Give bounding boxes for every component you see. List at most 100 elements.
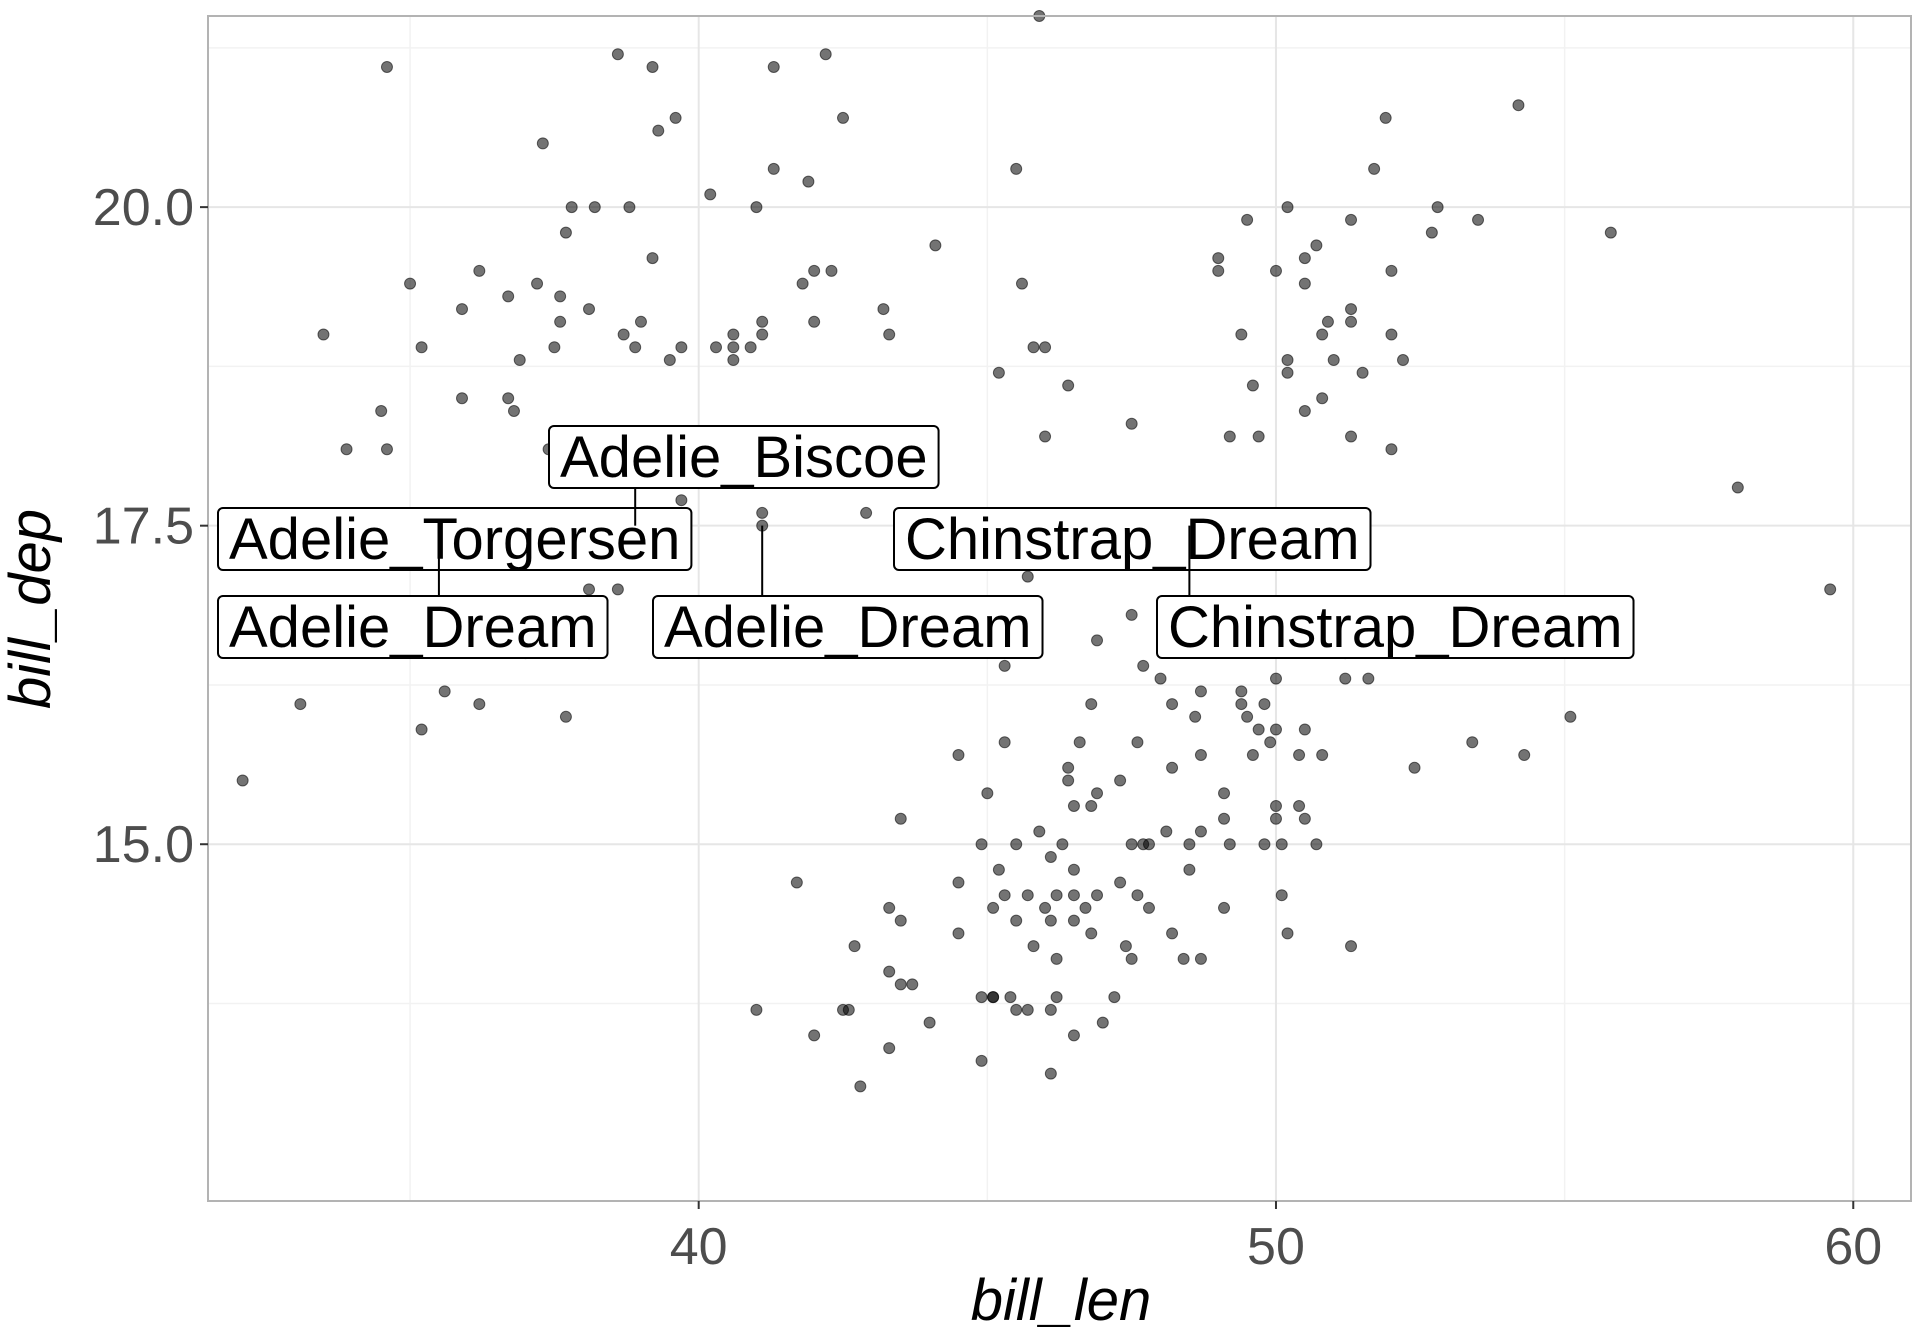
data-point [1062,379,1075,392]
data-point [1125,417,1138,430]
data-point [565,201,578,214]
data-point [1258,698,1271,711]
annotation-box [1156,595,1635,659]
annotation-box [893,507,1372,571]
data-point [663,354,676,367]
data-point [415,341,428,354]
data-point [1385,443,1398,456]
data-point [473,698,486,711]
data-point [1125,952,1138,965]
annotation-label: Chinstrap_Dream [893,507,1372,572]
data-point [1345,430,1358,443]
data-point [1067,1029,1080,1042]
data-point [1050,952,1063,965]
data-point [554,315,567,328]
annotation-box [548,425,940,489]
data-point [513,354,526,367]
data-point [1293,749,1306,762]
data-point [1252,430,1265,443]
data-point [1021,889,1034,902]
data-point [1183,838,1196,851]
data-point [1379,111,1392,124]
data-point [1108,991,1121,1004]
data-point [456,392,469,405]
data-point [1067,800,1080,812]
data-point [1241,710,1254,723]
data-point [675,494,688,507]
data-point [294,698,307,711]
data-point [1731,481,1744,494]
data-point [952,749,965,762]
data-point [1085,698,1098,711]
data-point [1131,889,1144,902]
data-point [559,710,572,723]
data-point [1085,927,1098,940]
data-point [975,1054,988,1067]
data-point [1160,825,1173,838]
data-point [1235,685,1248,698]
data-point [1408,761,1421,774]
data-point [1824,583,1837,596]
data-point [1281,927,1294,940]
data-point [1010,914,1023,927]
data-point [1431,201,1444,214]
data-point [1067,889,1080,902]
data-point [1062,774,1075,787]
data-point [848,940,861,953]
data-point [1067,914,1080,927]
data-point [854,1080,867,1093]
data-point [456,303,469,316]
data-point [1194,749,1207,762]
data-point [1021,570,1034,583]
data-point [1027,940,1040,953]
data-point [894,812,907,825]
data-point [1512,99,1525,112]
annotation-labels: Adelie_Torgersen Adelie_Biscoe Adelie_Drea… [217,425,1635,660]
data-point [1472,213,1485,226]
data-point [808,1029,821,1042]
data-point [1056,838,1069,851]
data-point [992,366,1005,379]
data-point [929,239,942,252]
data-point [380,443,393,456]
data-point [1154,672,1167,685]
data-point [992,863,1005,876]
data-point [727,328,740,341]
data-point [1281,366,1294,379]
annotation-label: Adelie_Biscoe [548,425,940,526]
data-point [1177,952,1190,965]
data-point [1183,863,1196,876]
data-point [1316,328,1329,341]
data-point [1246,379,1259,392]
data-point [1316,749,1329,762]
data-point [1275,838,1288,851]
data-point [837,111,850,124]
data-point [894,978,907,991]
data-point [756,315,769,328]
data-point [1166,761,1179,774]
data-point [1246,749,1259,762]
y-tick-label: 20.0 [93,179,194,237]
data-point [236,774,249,787]
data-points [236,10,1837,1093]
data-point [1085,800,1098,812]
data-point [906,978,919,991]
annotation-label: Adelie_Dream [217,525,609,660]
data-point [415,723,428,736]
data-point [1345,315,1358,328]
data-point [611,48,624,61]
data-point [1010,1003,1023,1016]
x-axis-title: bill_len [971,1268,1152,1333]
data-point [883,965,896,978]
data-point [588,201,601,214]
data-point [1131,736,1144,749]
data-point [548,341,561,354]
data-point [1062,761,1075,774]
data-point [1044,914,1057,927]
data-point [1425,226,1438,239]
data-point [877,303,890,316]
data-point [975,991,988,1004]
x-axis-ticks: 40 50 60 [670,1201,1882,1276]
data-point [1050,889,1063,902]
data-point [825,264,838,277]
